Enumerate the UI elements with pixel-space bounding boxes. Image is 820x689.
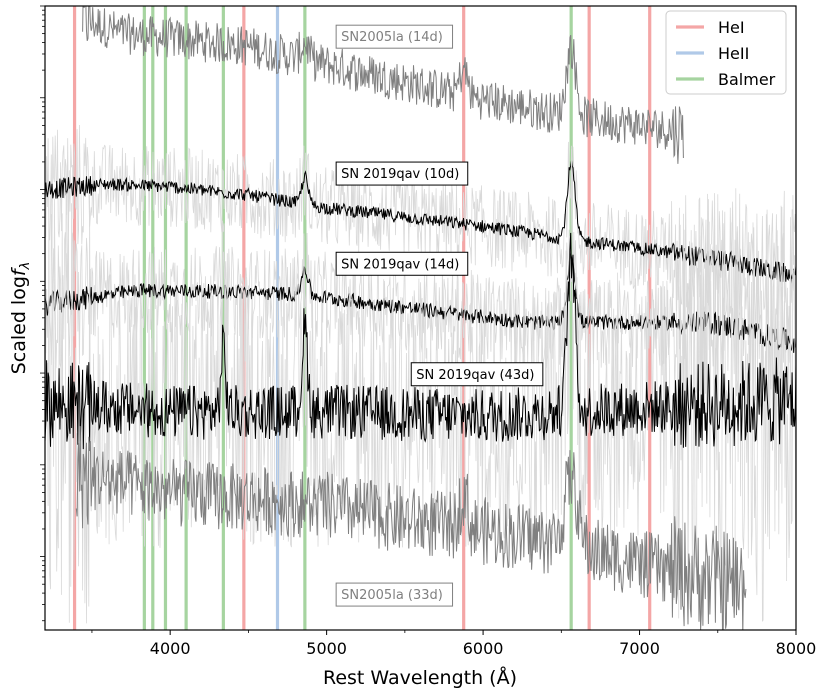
annotation-text: SN 2019qav (43d) [416,368,534,383]
y-axis-label-f: f [8,266,30,276]
annotation-text: SN 2019qav (14d) [341,257,459,272]
legend-label-hei: HeI [718,18,745,37]
x-tick-label: 4000 [150,639,191,658]
annotation-2: SN 2019qav (14d) [335,251,469,276]
annotation-text: SN 2019qav (10d) [341,167,459,182]
series-0-line [82,6,684,164]
series-1-line [45,160,796,285]
y-axis-label-main: Scaled log [8,276,30,374]
annotation-0: SN2005la (14d) [335,24,454,49]
x-tick-label: 6000 [463,639,504,658]
legend: HeI HeII Balmer [665,10,787,95]
series-4-line [75,426,747,630]
legend-box [665,10,787,95]
spectra-series [45,6,796,630]
annotation-box [335,582,454,607]
annotation-4: SN2005la (33d) [335,582,454,607]
y-axis-label: Scaled logfλ [8,262,33,375]
x-tick-label: 8000 [776,639,817,658]
annotations: SN2005la (14d) SN 2019qav (10d) SN 2019qav… [335,24,544,607]
annotation-box [410,362,544,387]
annotation-box [335,251,469,276]
x-tick-label: 7000 [619,639,660,658]
series-3-line [45,232,796,450]
annotation-box [335,161,469,186]
annotation-text: SN2005la (33d) [341,588,443,603]
x-axis-label: Rest Wavelength (Å) [323,666,517,689]
annotation-text: SN2005la (14d) [341,30,443,45]
legend-label-balmer: Balmer [718,70,776,89]
annotation-box [335,24,454,49]
x-axis-ticks: 4000 5000 6000 7000 8000 [91,630,817,658]
series-1-raw [45,124,796,340]
annotation-1: SN 2019qav (10d) [335,161,469,186]
series-3-raw [45,145,796,624]
annotation-3: SN 2019qav (43d) [410,362,544,387]
x-tick-label: 5000 [306,639,347,658]
y-axis-label-sub: λ [18,262,33,271]
legend-label-heii: HeII [718,44,749,63]
y-axis-ticks [40,5,45,622]
